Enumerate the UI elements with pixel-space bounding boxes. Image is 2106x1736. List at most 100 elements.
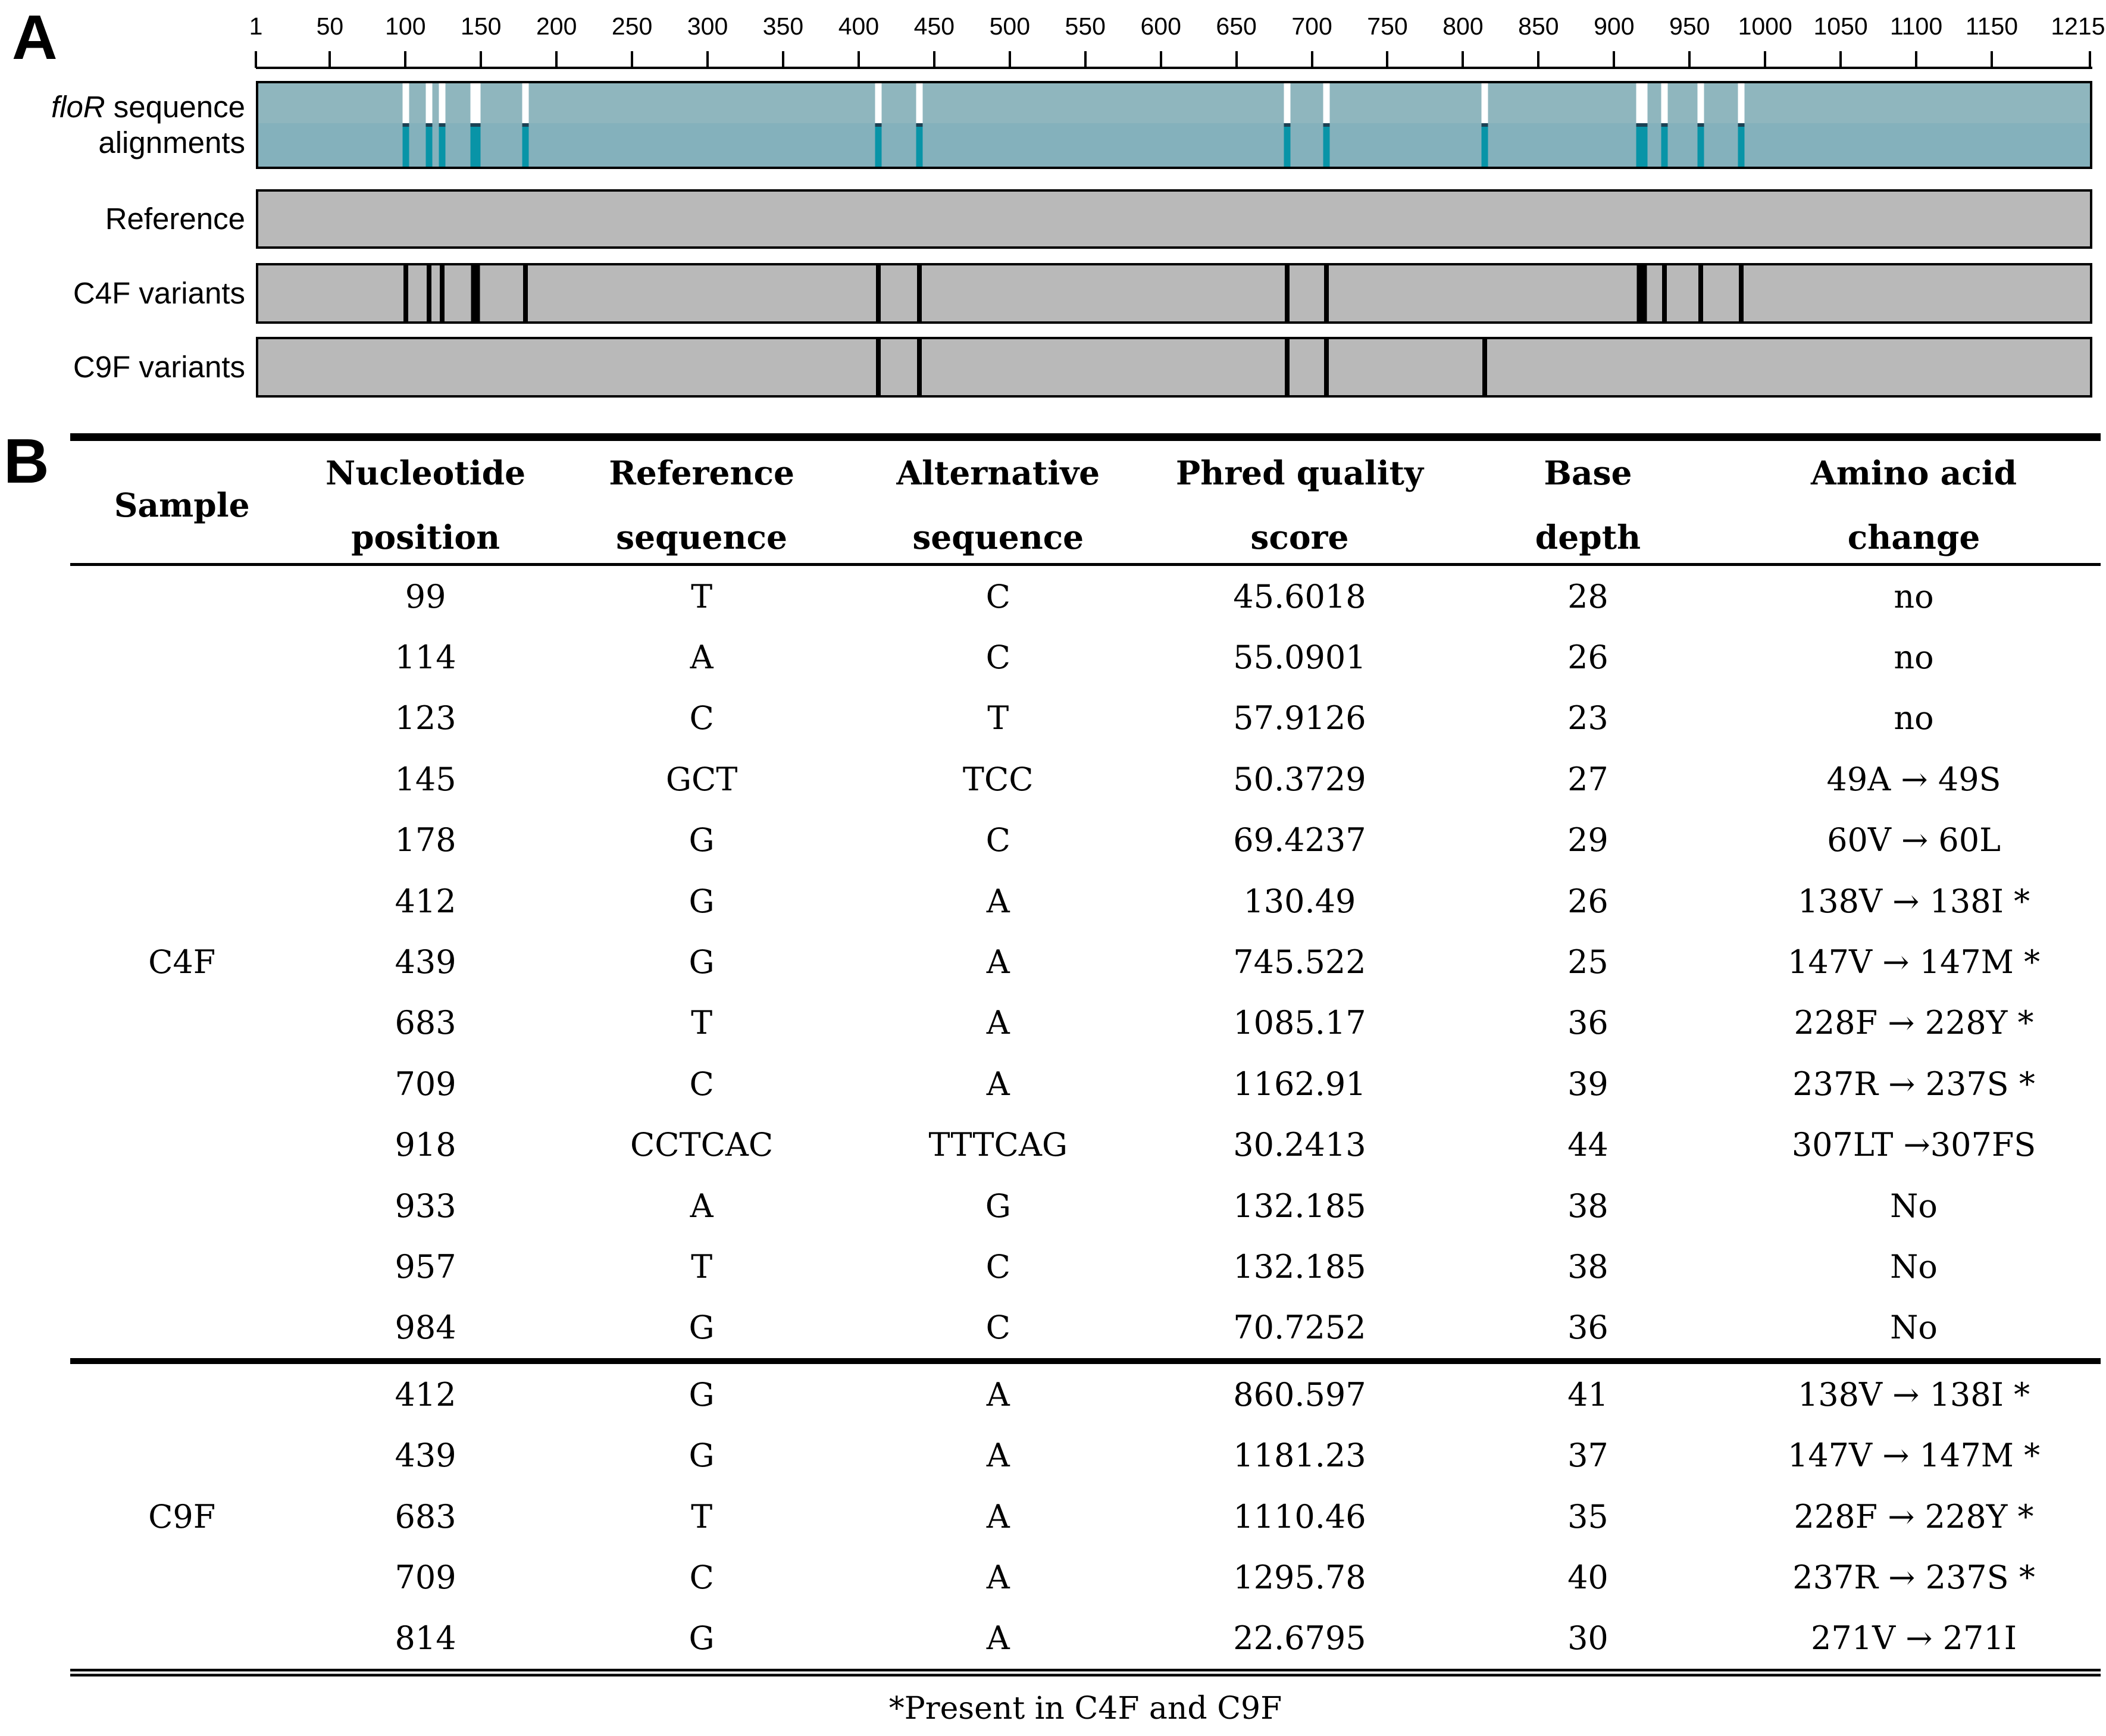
- table-cell: 50.3729: [1233, 760, 1366, 798]
- table-row: 145 GCT TCC 50.3729 27 49A → 49S: [70, 749, 2101, 809]
- alignment-gap-mark: [402, 83, 409, 124]
- table-row: 683 T A 1085.17 36 228F → 228Y *: [70, 993, 2101, 1053]
- table-cell: 228F → 228Y *: [1794, 1004, 2034, 1042]
- ruler-axis-line: [256, 67, 2092, 69]
- table-cell: G: [689, 943, 715, 981]
- ruler-tick: [1386, 51, 1389, 68]
- table-cell: A: [986, 1619, 1010, 1657]
- table-row: 412 G A 860.597 41 138V → 138I *: [70, 1364, 2101, 1425]
- variant-mark: [1482, 339, 1488, 395]
- table-cell: 1181.23: [1233, 1437, 1366, 1475]
- alignment-variant-mark: [1661, 123, 1668, 167]
- table-cell: 60V → 60L: [1827, 821, 2001, 859]
- table-cell: C: [985, 821, 1010, 859]
- ruler-tick: [1688, 51, 1691, 68]
- table-cell: 26: [1567, 639, 1609, 677]
- table-cell: 709: [395, 1065, 456, 1103]
- table-cell: G: [689, 1619, 715, 1657]
- sample-cell: C9F: [148, 1497, 216, 1535]
- ruler-tick: [1310, 51, 1313, 68]
- alignment-gap-mark: [425, 83, 432, 124]
- variants-table: Sample Nucleotide position Reference seque…: [70, 433, 2101, 1726]
- table-cell: A: [986, 1437, 1010, 1475]
- table-cell: T: [691, 577, 713, 615]
- table-row: 814 G A 22.6795 30 271V → 271I: [70, 1608, 2101, 1669]
- ruler-label: 300: [687, 12, 728, 40]
- table-cell: 30: [1567, 1619, 1609, 1657]
- variant-mark: [916, 265, 922, 321]
- variant-mark: [1739, 265, 1744, 321]
- ruler-label: 1100: [1889, 12, 1943, 40]
- alignment-variant-mark: [1481, 123, 1488, 167]
- variant-mark: [426, 265, 431, 321]
- track-label-c9f: C9F variants: [73, 350, 245, 384]
- table-cell: A: [986, 1375, 1010, 1413]
- ruler-label: 900: [1594, 12, 1635, 40]
- alignment-variant-mark: [1738, 123, 1745, 167]
- alignment-gap-mark: [916, 83, 922, 124]
- track-label-c4f: C4F variants: [73, 276, 245, 310]
- table-cell: 38: [1567, 1247, 1609, 1285]
- table-cell: 132.185: [1233, 1247, 1366, 1285]
- alignment-variant-mark: [470, 123, 481, 167]
- table-cell: TCC: [962, 760, 1034, 798]
- table-cell: 114: [395, 639, 456, 677]
- ruler-label: 1215: [2051, 12, 2105, 40]
- table-row: 709 C A 1295.78 40 237R → 237S *: [70, 1547, 2101, 1607]
- alignment-variant-mark: [402, 123, 409, 167]
- ruler-label: 500: [989, 12, 1031, 40]
- table-row: 114 A C 55.0901 26 no: [70, 627, 2101, 687]
- table-cell: C: [689, 699, 714, 737]
- table-cell: 123: [395, 699, 456, 737]
- ruler-label: 800: [1442, 12, 1484, 40]
- table-row: 984 G C 70.7252 36 No: [70, 1297, 2101, 1358]
- table-cell: 1295.78: [1233, 1558, 1366, 1596]
- track-label-flor: floR sequence alignments: [51, 90, 245, 159]
- table-cell: A: [986, 1004, 1010, 1042]
- table-cell: 45.6018: [1233, 577, 1366, 615]
- variant-mark: [1285, 265, 1290, 321]
- table-cell: 683: [395, 1497, 456, 1535]
- table-row: 918 CCTCAC TTTCAG 30.2413 44 307LT →307FS: [70, 1115, 2101, 1175]
- table-cell: no: [1894, 577, 1934, 615]
- variant-mark: [916, 339, 922, 395]
- ruler-label: 350: [762, 12, 804, 40]
- table-row: 933 A G 132.185 38 No: [70, 1175, 2101, 1236]
- ruler-tick: [2089, 51, 2091, 68]
- ruler-label: 1: [249, 12, 263, 40]
- ruler-tick: [631, 51, 634, 68]
- alignment-gap-mark: [1636, 83, 1648, 124]
- c9f-variants-bar: [256, 337, 2092, 398]
- table-cell: 138V → 138I *: [1797, 882, 2030, 920]
- table-cell: 147V → 147M *: [1787, 943, 2041, 981]
- ruler-tick: [1839, 51, 1842, 68]
- alignment-variant-mark: [1284, 123, 1291, 167]
- ruler-label: 700: [1291, 12, 1332, 40]
- table-cell: 1162.91: [1233, 1065, 1366, 1103]
- table-cell: A: [986, 943, 1010, 981]
- reference-bar: [256, 189, 2092, 249]
- table-cell: 36: [1567, 1004, 1609, 1042]
- table-cell: C: [985, 639, 1010, 677]
- ruler-tick: [782, 51, 784, 68]
- track-c9f-variants: C9F variants: [0, 337, 2106, 398]
- track-label-reference: Reference: [105, 202, 245, 236]
- table-cell: 933: [395, 1187, 456, 1225]
- table-cell: 178: [395, 821, 456, 859]
- table-cell: A: [986, 882, 1010, 920]
- table-cell: 57.9126: [1233, 699, 1366, 737]
- table-footnote: *Present in C4F and C9F: [888, 1691, 1282, 1727]
- column-header: Phred quality score: [1175, 453, 1424, 556]
- ruler-tick: [1462, 51, 1465, 68]
- table-cell: 35: [1567, 1497, 1609, 1535]
- table-cell: 49A → 49S: [1826, 760, 2001, 798]
- variant-mark: [1285, 339, 1290, 395]
- column-header: Amino acid change: [1811, 453, 2017, 556]
- ruler-label: 400: [838, 12, 880, 40]
- variant-mark: [1324, 265, 1329, 321]
- table-cell: C: [689, 1065, 714, 1103]
- alignment-variant-mark: [916, 123, 922, 167]
- ruler-tick: [857, 51, 860, 68]
